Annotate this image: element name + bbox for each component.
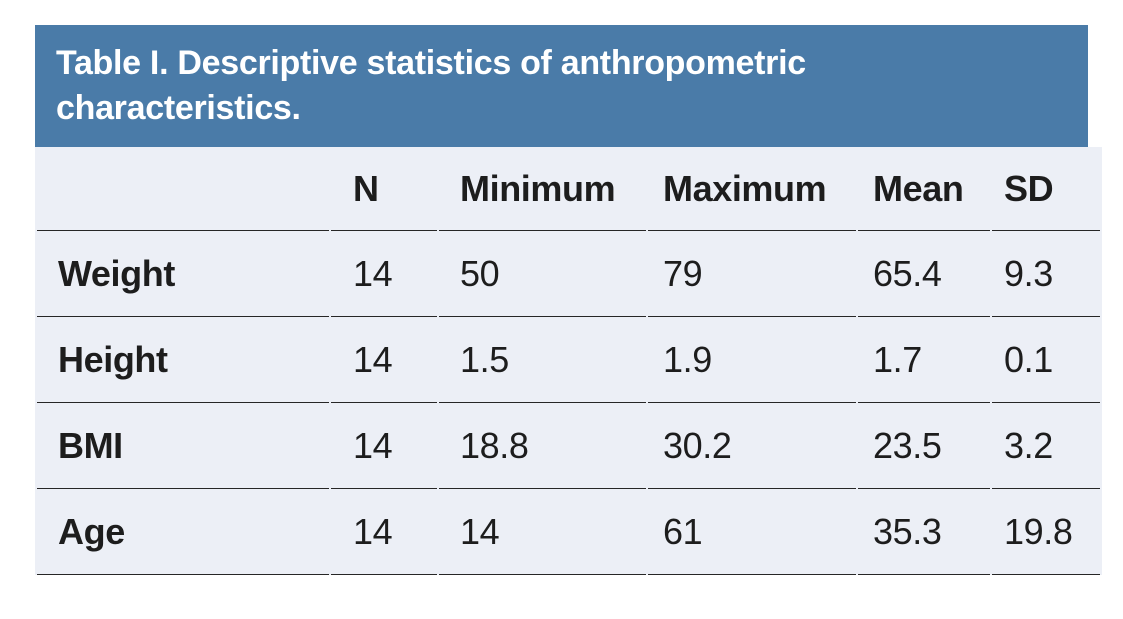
cell-value: 14 <box>439 489 646 575</box>
stats-table: N Minimum Maximum Mean SD Weight 14 50 7… <box>35 147 1102 575</box>
cell-value: 9.3 <box>992 231 1100 317</box>
row-label: Height <box>37 317 329 403</box>
column-header-minimum: Minimum <box>439 147 646 231</box>
column-header-blank <box>37 147 329 231</box>
cell-value: 0.1 <box>992 317 1100 403</box>
cell-value: 3.2 <box>992 403 1100 489</box>
cell-value: 61 <box>648 489 856 575</box>
table-row-age: Age 14 14 61 35.3 19.8 <box>37 489 1100 575</box>
header-row: N Minimum Maximum Mean SD <box>37 147 1100 231</box>
cell-value: 14 <box>331 317 437 403</box>
column-header-n: N <box>331 147 437 231</box>
cell-value: 14 <box>331 231 437 317</box>
table-title: Table I. Descriptive statistics of anthr… <box>56 44 806 127</box>
cell-value: 30.2 <box>648 403 856 489</box>
cell-value: 1.5 <box>439 317 646 403</box>
cell-value: 1.7 <box>858 317 990 403</box>
column-header-sd: SD <box>992 147 1100 231</box>
cell-value: 35.3 <box>858 489 990 575</box>
table-row-bmi: BMI 14 18.8 30.2 23.5 3.2 <box>37 403 1100 489</box>
stats-table-card: Table I. Descriptive statistics of anthr… <box>35 25 1102 575</box>
table-row-weight: Weight 14 50 79 65.4 9.3 <box>37 231 1100 317</box>
row-label: BMI <box>37 403 329 489</box>
cell-value: 19.8 <box>992 489 1100 575</box>
row-label: Weight <box>37 231 329 317</box>
cell-value: 23.5 <box>858 403 990 489</box>
cell-value: 79 <box>648 231 856 317</box>
cell-value: 18.8 <box>439 403 646 489</box>
cell-value: 65.4 <box>858 231 990 317</box>
table-row-height: Height 14 1.5 1.9 1.7 0.1 <box>37 317 1100 403</box>
table-title-banner: Table I. Descriptive statistics of anthr… <box>35 25 1088 147</box>
row-label: Age <box>37 489 329 575</box>
cell-value: 1.9 <box>648 317 856 403</box>
cell-value: 14 <box>331 489 437 575</box>
cell-value: 14 <box>331 403 437 489</box>
cell-value: 50 <box>439 231 646 317</box>
column-header-mean: Mean <box>858 147 990 231</box>
column-header-maximum: Maximum <box>648 147 856 231</box>
